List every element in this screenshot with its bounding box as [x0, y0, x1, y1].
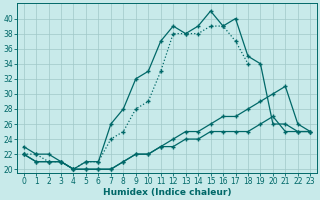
- X-axis label: Humidex (Indice chaleur): Humidex (Indice chaleur): [103, 188, 231, 197]
